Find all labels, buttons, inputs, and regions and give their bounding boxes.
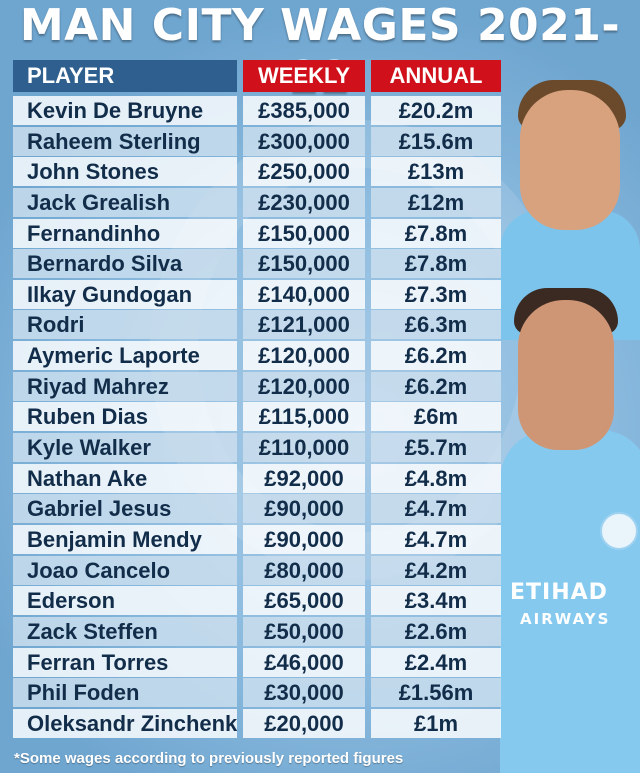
player-name: Ruben Dias [13, 402, 237, 432]
weekly-wage: £20,000 [243, 708, 365, 738]
player-name: Oleksandr Zinchenko [13, 708, 237, 738]
player-name: Jack Grealish [13, 187, 237, 217]
weekly-wage: £90,000 [243, 494, 365, 524]
footnote: *Some wages according to previously repo… [14, 750, 404, 767]
weekly-wage: £50,000 [243, 616, 365, 646]
player-name: Zack Steffen [13, 616, 237, 646]
table-row: Ederson £65,000 £3.4m [13, 586, 501, 616]
annual-wage: £4.2m [371, 555, 501, 585]
annual-wage: £4.8m [371, 463, 501, 493]
annual-wage: £20.2m [371, 96, 501, 125]
club-badge-icon [600, 512, 638, 550]
table-row: Riyad Mahrez £120,000 £6.2m [13, 371, 501, 401]
player-name: Fernandinho [13, 218, 237, 248]
table-row: John Stones £250,000 £13m [13, 157, 501, 187]
table-row: Raheem Sterling £300,000 £15.6m [13, 126, 501, 156]
page-title: MAN CITY WAGES 2021-22 [19, 0, 621, 103]
annual-wage: £2.4m [371, 647, 501, 677]
table-row: Nathan Ake £92,000 £4.8m [13, 463, 501, 493]
weekly-wage: £300,000 [243, 126, 365, 156]
table-row: Fernandinho £150,000 £7.8m [13, 218, 501, 248]
annual-wage: £4.7m [371, 524, 501, 554]
table-row: Ilkay Gundogan £140,000 £7.3m [13, 279, 501, 309]
player-name: Ferran Torres [13, 647, 237, 677]
player-name: Aymeric Laporte [13, 341, 237, 371]
header-player: PLAYER [13, 60, 237, 92]
player-name: Riyad Mahrez [13, 371, 237, 401]
weekly-wage: £90,000 [243, 524, 365, 554]
table-row: Ruben Dias £115,000 £6m [13, 402, 501, 432]
table-row: Benjamin Mendy £90,000 £4.7m [13, 524, 501, 554]
player-name: Ederson [13, 586, 237, 616]
table-row: Gabriel Jesus £90,000 £4.7m [13, 494, 501, 524]
annual-wage: £1.56m [371, 678, 501, 708]
weekly-wage: £230,000 [243, 187, 365, 217]
annual-wage: £13m [371, 157, 501, 187]
player-photo-bottom: ETIHAD AIRWAYS [490, 280, 640, 773]
player-name: Nathan Ake [13, 463, 237, 493]
table-row: Zack Steffen £50,000 £2.6m [13, 616, 501, 646]
player-name: Rodri [13, 310, 237, 340]
player-name: Bernardo Silva [13, 249, 237, 279]
annual-wage: £5.7m [371, 433, 501, 463]
header-weekly: WEEKLY [243, 60, 365, 92]
table-row: Bernardo Silva £150,000 £7.8m [13, 249, 501, 279]
player-name: Raheem Sterling [13, 126, 237, 156]
annual-wage: £2.6m [371, 616, 501, 646]
player-name: John Stones [13, 157, 237, 187]
player-name: Kyle Walker [13, 433, 237, 463]
annual-wage: £6.3m [371, 310, 501, 340]
weekly-wage: £46,000 [243, 647, 365, 677]
table-row: Jack Grealish £230,000 £12m [13, 187, 501, 217]
player-photo-top [500, 40, 640, 340]
annual-wage: £7.8m [371, 249, 501, 279]
player-name: Phil Foden [13, 678, 237, 708]
annual-wage: £15.6m [371, 126, 501, 156]
table-row: Joao Cancelo £80,000 £4.2m [13, 555, 501, 585]
table-row: Aymeric Laporte £120,000 £6.2m [13, 341, 501, 371]
weekly-wage: £110,000 [243, 433, 365, 463]
annual-wage: £6.2m [371, 371, 501, 401]
player-name: Benjamin Mendy [13, 524, 237, 554]
weekly-wage: £250,000 [243, 157, 365, 187]
weekly-wage: £30,000 [243, 678, 365, 708]
annual-wage: £7.8m [371, 218, 501, 248]
weekly-wage: £65,000 [243, 586, 365, 616]
weekly-wage: £121,000 [243, 310, 365, 340]
weekly-wage: £80,000 [243, 555, 365, 585]
weekly-wage: £115,000 [243, 402, 365, 432]
annual-wage: £12m [371, 187, 501, 217]
shirt-sponsor: ETIHAD [510, 580, 608, 605]
weekly-wage: £140,000 [243, 279, 365, 309]
weekly-wage: £120,000 [243, 341, 365, 371]
player-name: Joao Cancelo [13, 555, 237, 585]
table-row: Ferran Torres £46,000 £2.4m [13, 647, 501, 677]
player-name: Kevin De Bruyne [13, 96, 237, 125]
annual-wage: £4.7m [371, 494, 501, 524]
annual-wage: £6m [371, 402, 501, 432]
weekly-wage: £385,000 [243, 96, 365, 125]
weekly-wage: £92,000 [243, 463, 365, 493]
annual-wage: £1m [371, 708, 501, 738]
player-name: Gabriel Jesus [13, 494, 237, 524]
table-row: Phil Foden £30,000 £1.56m [13, 678, 501, 708]
annual-wage: £6.2m [371, 341, 501, 371]
table-row: Kyle Walker £110,000 £5.7m [13, 433, 501, 463]
weekly-wage: £120,000 [243, 371, 365, 401]
header-annual: ANNUAL [371, 60, 501, 92]
table-row: Kevin De Bruyne £385,000 £20.2m [13, 96, 501, 125]
weekly-wage: £150,000 [243, 218, 365, 248]
wages-table: PLAYER WEEKLY ANNUAL Kevin De Bruyne £385… [13, 60, 501, 739]
weekly-wage: £150,000 [243, 249, 365, 279]
player-name: Ilkay Gundogan [13, 279, 237, 309]
table-header: PLAYER WEEKLY ANNUAL [13, 60, 501, 92]
table-row: Rodri £121,000 £6.3m [13, 310, 501, 340]
annual-wage: £3.4m [371, 586, 501, 616]
table-row: Oleksandr Zinchenko £20,000 £1m [13, 708, 501, 738]
shirt-sponsor-sub: AIRWAYS [520, 610, 611, 628]
annual-wage: £7.3m [371, 279, 501, 309]
